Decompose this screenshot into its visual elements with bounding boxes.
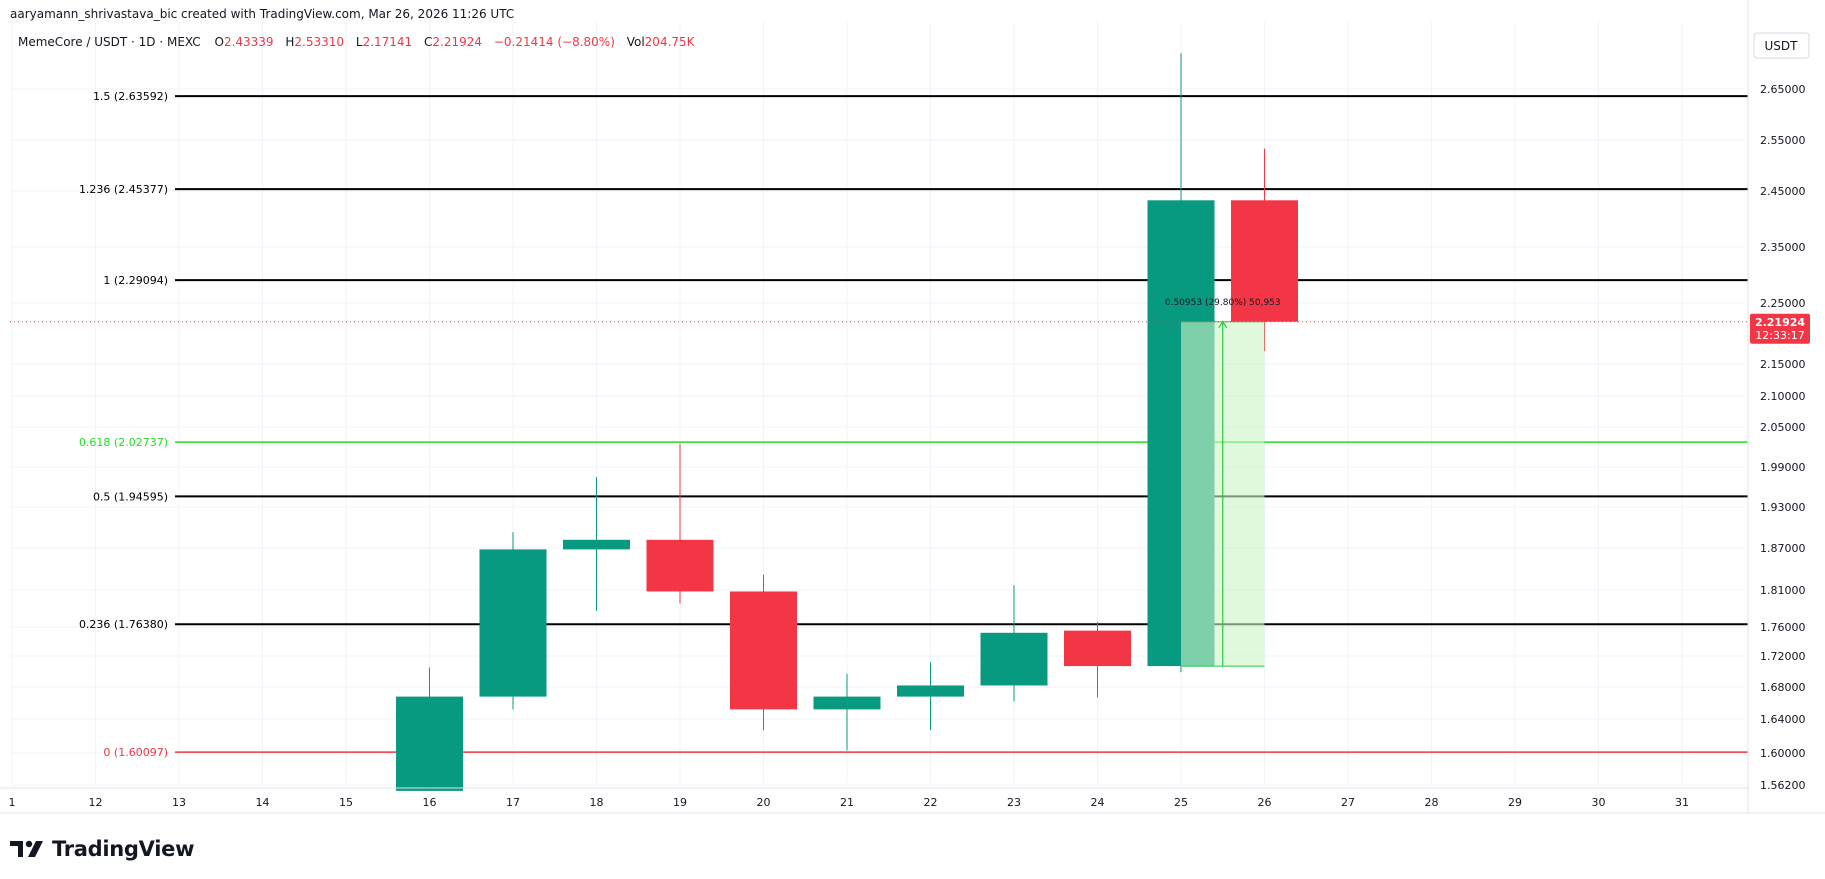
tradingview-logo[interactable]: TradingView <box>10 836 194 862</box>
change-value: −0.21414 (−8.80%) <box>494 35 615 49</box>
time-tick-label: 22 <box>924 796 938 809</box>
grid <box>10 22 1745 786</box>
time-tick-label: 14 <box>256 796 270 809</box>
tradingview-logo-text: TradingView <box>52 837 195 861</box>
low-label: L <box>356 35 363 49</box>
price-tick-label: 2.35000 <box>1760 241 1806 254</box>
price-tick-label: 1.56200 <box>1760 779 1806 792</box>
open-value: 2.43339 <box>224 35 274 49</box>
fib-level-label: 1.5 (2.63592) <box>93 90 168 103</box>
time-tick-label: 28 <box>1425 796 1439 809</box>
candle-body <box>563 539 630 550</box>
price-tick-label: 2.55000 <box>1760 134 1806 147</box>
last-price-badge <box>1750 313 1810 344</box>
time-tick-label: 26 <box>1258 796 1272 809</box>
candle-body <box>646 539 714 592</box>
time-tick-label: 20 <box>757 796 771 809</box>
time-tick-label: 19 <box>673 796 687 809</box>
chart-credit: aaryamann_shrivastava_bic created with T… <box>10 7 515 21</box>
candle-body <box>396 696 463 791</box>
high-label: H <box>285 35 294 49</box>
time-tick-label: 1 <box>9 796 16 809</box>
price-tick-label: 1.60000 <box>1760 747 1806 760</box>
candle-body <box>1231 200 1298 322</box>
fib-level-label: 0 (1.60097) <box>103 746 168 759</box>
candle-body <box>897 685 964 697</box>
price-tick-label: 1.76000 <box>1760 621 1806 634</box>
high-value: 2.53310 <box>294 35 344 49</box>
ohlc-legend: MemeCore / USDT · 1D · MEXC O2.43339 H2.… <box>18 35 696 49</box>
time-tick-label: 29 <box>1508 796 1522 809</box>
close-label: C <box>424 35 432 49</box>
axes: 2.65000 2.55000 2.45000 2.35000 2.25000 2.150… <box>0 0 1825 814</box>
time-tick-label: 25 <box>1174 796 1188 809</box>
time-tick-label: 13 <box>172 796 186 809</box>
candle-body <box>479 549 547 697</box>
price-tick-label: 2.25000 <box>1760 297 1806 310</box>
price-tick-label: 1.64000 <box>1760 713 1806 726</box>
price-tick-label: 2.05000 <box>1760 421 1806 434</box>
fib-level-label: 1 (2.29094) <box>103 274 168 287</box>
time-tick-label: 30 <box>1592 796 1606 809</box>
currency-button[interactable]: USDT <box>1753 32 1810 59</box>
fib-retracement[interactable]: 1.5 (2.63592) 1.236 (2.45377) 1 (2.29094) 0… <box>79 90 1748 759</box>
last-price-value: 2.21924 <box>1755 316 1805 329</box>
time-tick-label: 12 <box>89 796 103 809</box>
candle-body <box>730 591 797 710</box>
close-value: 2.21924 <box>432 35 482 49</box>
price-tick-label: 1.72000 <box>1760 650 1806 663</box>
time-tick-label: 15 <box>339 796 353 809</box>
time-tick-label: 27 <box>1341 796 1355 809</box>
price-tick-label: 1.68000 <box>1760 681 1806 694</box>
time-tick-label: 16 <box>423 796 437 809</box>
time-tick-label: 18 <box>590 796 604 809</box>
time-tick-label: 21 <box>840 796 854 809</box>
fib-level-label: 1.236 (2.45377) <box>79 183 168 196</box>
candle-body <box>1064 630 1131 667</box>
price-tick-label: 2.10000 <box>1760 390 1806 403</box>
fib-level-label: 0.5 (1.94595) <box>93 490 168 503</box>
candle-body <box>980 632 1048 686</box>
time-tick-label: 17 <box>506 796 520 809</box>
last-price-countdown: 12:33:17 <box>1755 329 1804 342</box>
fib-level-label: 0.618 (2.02737) <box>79 436 168 449</box>
symbol-label: MemeCore / USDT · 1D · MEXC <box>18 35 201 49</box>
legend-line: MemeCore / USDT · 1D · MEXC O2.43339 H2.… <box>18 35 696 49</box>
measure-label: 0.50953 (29.80%) 50,953 <box>1165 298 1281 308</box>
time-tick-label: 31 <box>1675 796 1689 809</box>
price-tick-label: 1.81000 <box>1760 584 1806 597</box>
low-value: 2.17141 <box>363 35 413 49</box>
price-tick-label: 1.87000 <box>1760 542 1806 555</box>
open-label: O <box>214 35 223 49</box>
candle-body <box>813 696 881 710</box>
price-tick-label: 1.99000 <box>1760 461 1806 474</box>
price-tick-label: 2.15000 <box>1760 358 1806 371</box>
tradingview-logo-icon <box>10 840 43 857</box>
fib-level-label: 0.236 (1.76380) <box>79 618 168 631</box>
measure-tool[interactable]: 0.50953 (29.80%) 50,953 <box>1165 298 1281 667</box>
price-tick-label: 1.93000 <box>1760 501 1806 514</box>
volume-label: Vol <box>627 35 645 49</box>
price-tick-label: 2.45000 <box>1760 185 1806 198</box>
time-tick-label: 23 <box>1007 796 1021 809</box>
volume-value: 204.75K <box>645 35 696 49</box>
currency-button-label: USDT <box>1765 39 1799 53</box>
price-tick-label: 2.65000 <box>1760 83 1806 96</box>
time-tick-label: 24 <box>1091 796 1105 809</box>
